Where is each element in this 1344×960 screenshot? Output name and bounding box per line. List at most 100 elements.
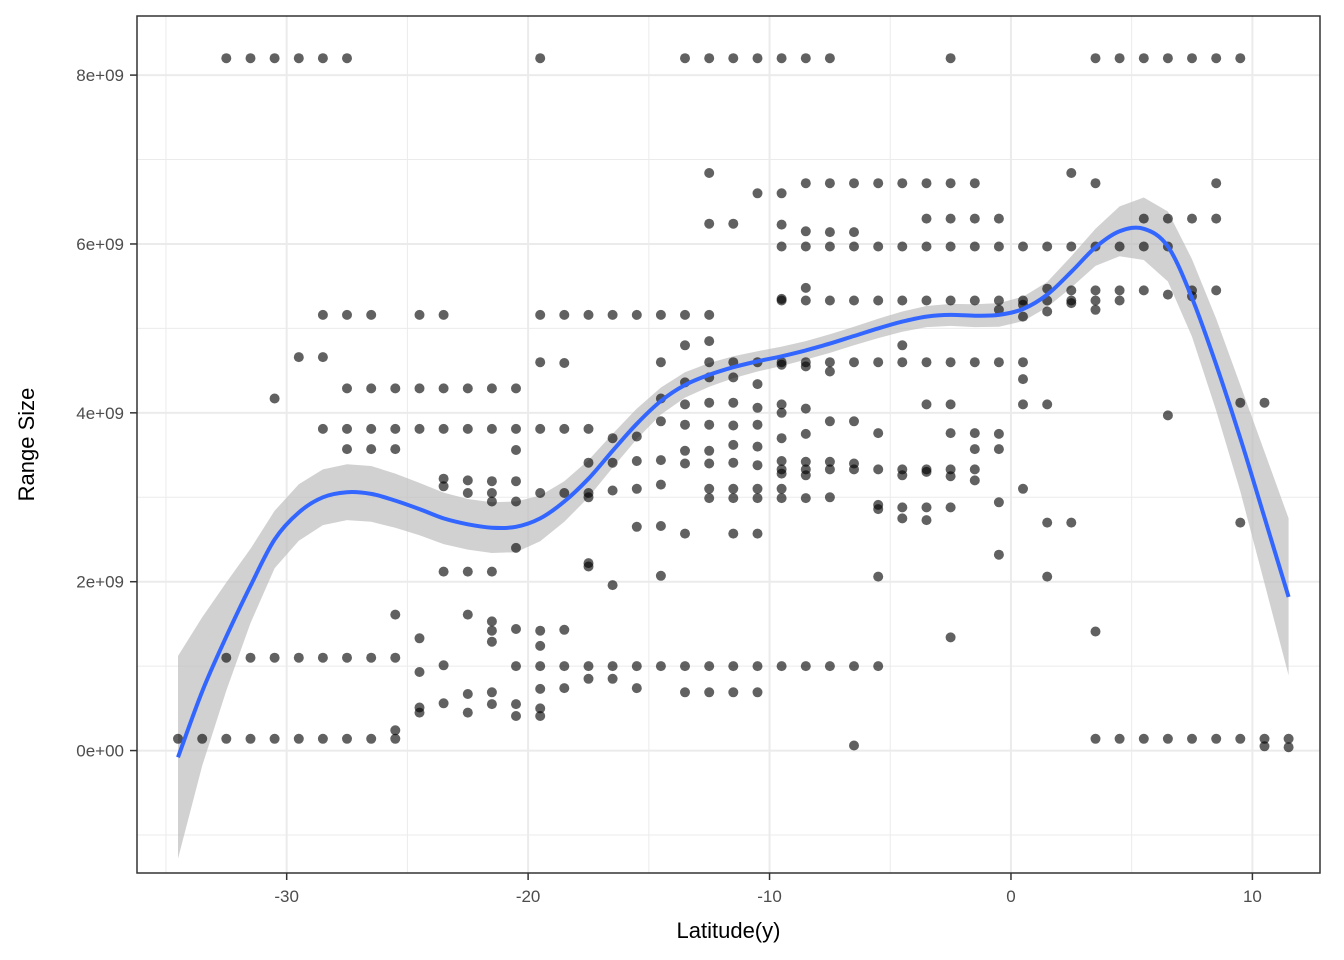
data-point [438,423,449,434]
data-point [366,444,377,455]
data-point [366,423,377,434]
data-point [993,295,1004,306]
data-point [1235,397,1246,408]
data-point [849,740,859,751]
data-point [486,625,497,636]
data-point [728,397,739,408]
data-point [728,483,739,494]
data-point [680,528,690,539]
data-point [776,241,787,252]
data-point [245,53,256,64]
data-point [559,661,570,672]
data-point [776,293,787,304]
data-point [680,445,690,456]
data-point [945,178,956,189]
data-point [680,687,690,698]
data-point [535,711,546,721]
data-point [293,352,304,363]
data-point [728,528,739,539]
data-point [897,357,908,368]
data-point [221,53,232,64]
data-point [1018,241,1028,252]
data-point [486,383,497,394]
major-gridlines [137,16,1320,873]
data-point [317,652,328,663]
data-point [655,455,666,466]
data-point [655,479,666,490]
smooth-line [176,225,1291,758]
data-point [1162,289,1173,300]
data-point [1114,733,1125,744]
y-tick-label: 4e+09 [76,404,124,423]
data-point [849,227,859,238]
data-point [800,470,811,481]
data-point [511,542,521,553]
data-point [462,689,473,699]
data-point [945,295,956,306]
data-point [800,53,811,64]
data-point [511,383,521,394]
data-point [317,53,328,64]
data-point [1042,399,1053,410]
data-point [680,458,690,469]
data-point [486,566,497,577]
data-point [583,673,594,684]
data-point [752,687,763,698]
data-point [824,178,835,189]
data-point [511,445,521,455]
data-point [728,457,739,468]
data-point [897,513,908,524]
data-point [607,433,618,444]
data-point [390,652,401,663]
data-point [776,468,787,479]
data-point [607,673,618,684]
data-point [921,357,932,368]
data-point [921,295,932,306]
data-point [728,218,739,229]
data-point [438,309,449,320]
data-point [776,433,787,444]
data-point [317,352,328,363]
data-point [1018,399,1028,410]
data-point [776,53,787,64]
data-point [921,241,932,252]
x-axis-ticks: -30 -20 -10 0 10 [274,873,1262,906]
data-point [728,53,739,64]
data-point [390,383,401,394]
data-point [1259,397,1270,408]
data-point [921,213,932,224]
data-point [583,561,594,572]
data-point [438,473,449,484]
data-point [728,372,739,383]
data-point [993,213,1004,224]
data-point [366,733,377,744]
data-point [1114,285,1125,296]
data-point [776,219,787,230]
data-point [921,466,932,477]
data-point [342,733,352,744]
data-point [680,399,690,410]
data-point [607,661,618,672]
data-point [655,521,666,531]
x-tick-label: -30 [274,887,299,906]
data-point [390,733,401,744]
data-point [631,521,642,532]
data-point [704,357,715,368]
data-point [824,456,835,467]
data-point [486,699,497,710]
data-point [221,733,232,744]
data-point [849,241,859,252]
data-point [655,661,666,672]
data-point [317,309,328,320]
data-point [1211,285,1222,296]
data-point [824,661,835,672]
data-point [873,571,884,582]
data-point [800,403,811,414]
data-point [704,218,715,229]
data-point [1066,168,1077,178]
data-point [1114,295,1125,306]
data-point [1187,733,1197,744]
data-point [680,309,690,320]
data-point [800,456,811,467]
data-point [293,652,304,663]
